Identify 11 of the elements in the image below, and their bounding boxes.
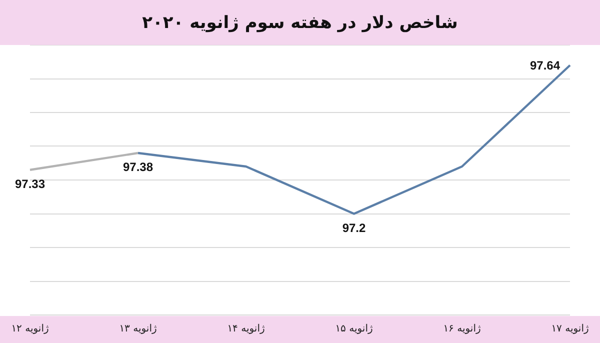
data-label: 97.38 [122,160,154,174]
x-tick-label: ۱۴ ژانویه [227,324,265,335]
x-tick-label: ۱۷ ژانویه [551,324,589,335]
x-tick-label: ۱۳ ژانویه [119,324,157,335]
data-label: 97.2 [342,220,366,235]
x-tick-label: ۱۲ ژانویه [11,324,49,335]
data-label: 97.64 [530,58,560,72]
x-tick-label: ۱۵ ژانویه [335,324,373,335]
data-label: 97.33 [14,176,46,191]
x-tick-label: ۱۶ ژانویه [443,324,481,335]
chart-title: شاخص دلار در هفته سوم ژانویه ۲۰۲۰ [142,12,458,32]
